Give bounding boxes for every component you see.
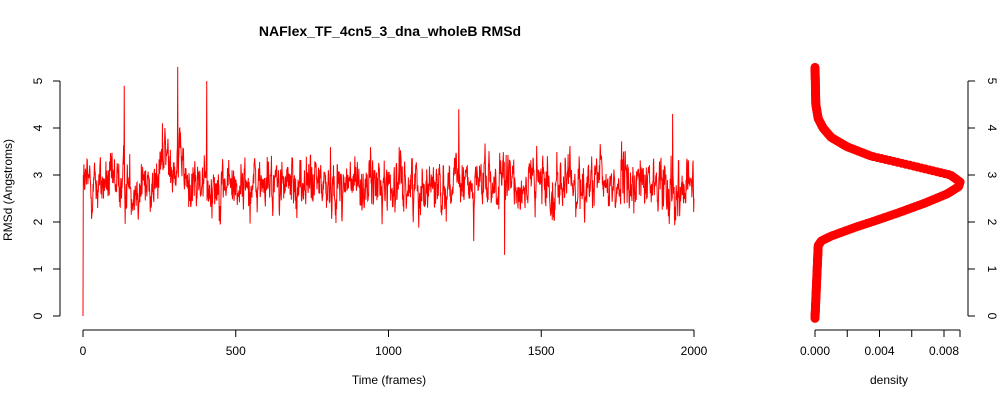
density-x-tick-label: 0.004: [864, 344, 894, 358]
x-tick-label: 1500: [528, 344, 555, 358]
density-point: [810, 62, 820, 72]
rmsd-series-line: [82, 66, 695, 317]
y-tick-label: 4: [31, 124, 45, 131]
y-tick-label: 3: [31, 171, 45, 178]
density-y-tick-label: 4: [985, 125, 999, 132]
density-x-tick-label: 0.000: [800, 344, 830, 358]
x-tick-label: 500: [226, 344, 246, 358]
chart-title: NAFlex_TF_4cn5_3_dna_wholeB RMSd: [259, 23, 521, 39]
x-tick-label: 1000: [375, 344, 402, 358]
y-tick-label: 2: [31, 218, 45, 225]
y-tick-label: 0: [31, 312, 45, 319]
x-tick-label: 2000: [681, 344, 708, 358]
density-y-tick-label: 1: [985, 266, 999, 273]
density-y-tick-label: 5: [985, 78, 999, 85]
density-y-tick-label: 0: [985, 313, 999, 320]
rmsd-density-plot: 0.000 0.004 0.008 0 1 2 3 4 5: [800, 62, 999, 358]
x-tick-label: 0: [80, 344, 87, 358]
x-axis-title: Time (frames): [352, 373, 426, 387]
y-tick-label: 1: [31, 265, 45, 272]
density-y-tick-label: 3: [985, 172, 999, 179]
density-axis-title: density: [870, 373, 908, 387]
density-y-tick-label: 2: [985, 219, 999, 226]
rmsd-line-plot: 0 500 1000 1500 2000 0 1 2 3 4 5: [31, 66, 708, 358]
y-axis-title: RMSd (Angstroms): [1, 139, 15, 241]
density-x-tick-label: 0.008: [929, 344, 959, 358]
y-tick-label: 5: [31, 77, 45, 84]
